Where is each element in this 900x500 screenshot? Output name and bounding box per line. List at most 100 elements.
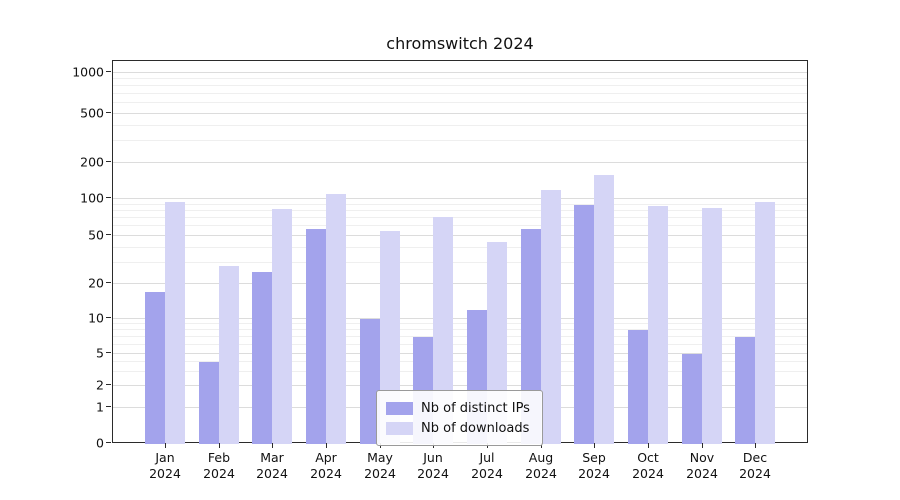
bar-distinct_ips-feb: [199, 362, 219, 444]
x-tick-month: Aug: [528, 450, 554, 465]
minor-gridline: [113, 246, 807, 248]
legend-entry-distinct_ips: Nb of distinct IPs: [386, 398, 530, 418]
minor-gridline: [113, 370, 807, 372]
x-tick-month: Nov: [689, 450, 715, 465]
x-tick-year: 2024: [525, 466, 557, 481]
x-tick-year: 2024: [471, 466, 503, 481]
y-tick-label: 2: [96, 377, 104, 393]
legend: Nb of distinct IPs Nb of downloads: [376, 390, 543, 446]
major-gridline: [113, 318, 807, 319]
x-tick-mark: [165, 443, 166, 448]
chart-title: chromswitch 2024: [386, 34, 534, 53]
x-tick-label: Oct 2024: [616, 450, 680, 482]
bar-downloads-oct: [648, 206, 668, 444]
x-tick-month: Apr: [315, 450, 337, 465]
bar-distinct_ips-mar: [252, 272, 272, 444]
x-tick-label: Mar 2024: [240, 450, 304, 482]
x-tick-month: Dec: [742, 450, 768, 465]
minor-gridline: [113, 203, 807, 205]
major-gridline: [113, 385, 807, 386]
minor-gridline: [113, 343, 807, 345]
y-tick-mark: [106, 71, 111, 72]
x-tick-month: Jan: [155, 450, 175, 465]
bar-distinct_ips-nov: [682, 354, 702, 444]
x-tick-month: Jun: [423, 450, 443, 465]
bar-distinct_ips-apr: [306, 229, 326, 444]
x-tick-label: Aug 2024: [509, 450, 573, 482]
legend-swatch-downloads: [386, 421, 413, 435]
y-tick-mark: [106, 406, 111, 407]
minor-gridline: [113, 140, 807, 142]
x-tick-month: Sep: [582, 450, 606, 465]
major-gridline: [113, 198, 807, 199]
y-tick-mark: [106, 282, 111, 283]
x-tick-label: Feb 2024: [187, 450, 251, 482]
minor-gridline: [113, 85, 807, 87]
bar-downloads-jan: [165, 202, 185, 444]
x-tick-label: Sep 2024: [562, 450, 626, 482]
x-tick-year: 2024: [149, 466, 181, 481]
minor-gridline: [113, 336, 807, 337]
y-tick-label: 100: [80, 190, 104, 206]
x-tick-year: 2024: [739, 466, 771, 481]
bar-downloads-jun: [433, 217, 453, 444]
bar-downloads-mar: [272, 209, 292, 444]
y-tick-label: 1000: [72, 64, 104, 80]
x-tick-mark: [755, 443, 756, 448]
y-tick-label: 500: [80, 105, 104, 121]
minor-gridline: [113, 323, 807, 325]
minor-gridline: [113, 329, 807, 331]
x-tick-label: Dec 2024: [723, 450, 787, 482]
x-tick-label: Apr 2024: [294, 450, 358, 482]
x-tick-label: Jun 2024: [401, 450, 465, 482]
major-gridline: [113, 353, 807, 354]
y-tick-mark: [106, 197, 111, 198]
x-tick-mark: [594, 443, 595, 448]
bar-distinct_ips-sep: [574, 205, 594, 444]
minor-gridline: [113, 261, 807, 263]
x-tick-year: 2024: [310, 466, 342, 481]
y-tick-label: 200: [80, 154, 104, 170]
minor-gridline: [113, 102, 807, 104]
y-tick-mark: [106, 161, 111, 162]
legend-swatch-distinct_ips: [386, 401, 413, 415]
minor-gridline: [113, 217, 807, 219]
major-gridline: [113, 283, 807, 284]
x-tick-year: 2024: [203, 466, 235, 481]
x-tick-month: Mar: [260, 450, 284, 465]
minor-gridline: [113, 360, 807, 362]
bar-downloads-dec: [755, 202, 775, 444]
x-tick-mark: [702, 443, 703, 448]
legend-entry-downloads: Nb of downloads: [386, 418, 530, 438]
bar-distinct_ips-jan: [145, 292, 165, 444]
plot-area: [112, 60, 808, 444]
y-tick-label: 1: [96, 399, 104, 415]
minor-gridline: [113, 124, 807, 126]
minor-gridline: [113, 209, 807, 211]
y-tick-label: 50: [88, 227, 104, 243]
x-tick-year: 2024: [578, 466, 610, 481]
y-tick-mark: [106, 352, 111, 353]
major-gridline: [113, 162, 807, 163]
y-tick-mark: [106, 317, 111, 318]
bar-distinct_ips-may: [360, 319, 380, 444]
x-tick-month: May: [367, 450, 393, 465]
y-tick-mark: [106, 384, 111, 385]
x-tick-month: Jul: [479, 450, 495, 465]
y-tick-mark: [106, 442, 111, 443]
x-tick-month: Oct: [637, 450, 659, 465]
major-gridline: [113, 113, 807, 114]
x-tick-label: Jul 2024: [455, 450, 519, 482]
x-tick-mark: [326, 443, 327, 448]
y-tick-mark: [106, 234, 111, 235]
x-tick-year: 2024: [364, 466, 396, 481]
x-tick-mark: [648, 443, 649, 448]
y-tick-label: 20: [88, 275, 104, 291]
major-gridline: [113, 72, 807, 73]
bar-downloads-sep: [594, 175, 614, 444]
y-tick-label: 0: [96, 435, 104, 451]
legend-label: Nb of distinct IPs: [421, 400, 530, 416]
minor-gridline: [113, 93, 807, 95]
x-tick-year: 2024: [632, 466, 664, 481]
